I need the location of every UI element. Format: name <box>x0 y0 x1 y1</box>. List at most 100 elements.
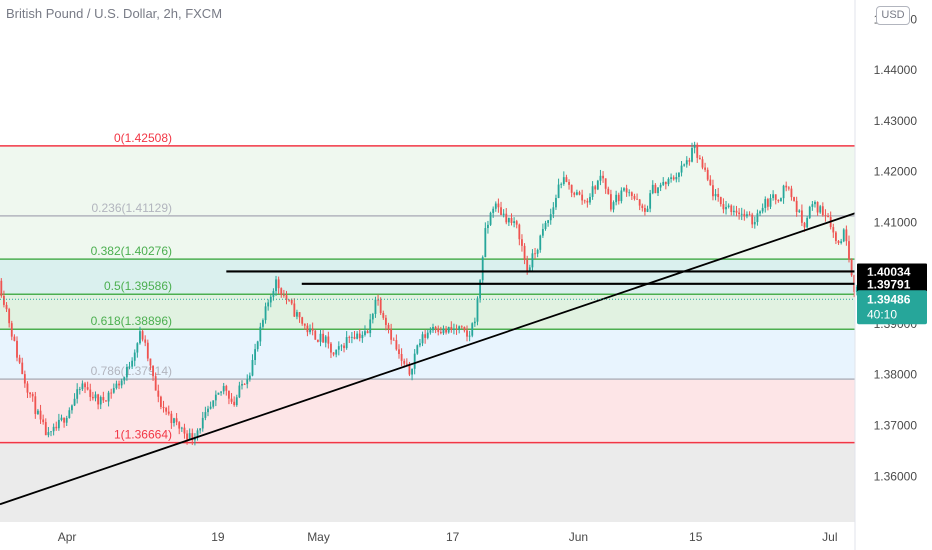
currency-button[interactable]: USD <box>876 6 910 25</box>
candle-body <box>505 213 508 223</box>
candle-body <box>678 172 680 178</box>
candle-body <box>586 200 589 203</box>
candle-body <box>55 426 58 429</box>
candle-body <box>10 323 13 337</box>
candle-body <box>827 216 829 218</box>
candle-body <box>704 167 707 170</box>
candle-body <box>555 197 557 208</box>
horizontal-line-price-tag <box>857 275 927 292</box>
candle-body <box>405 363 408 365</box>
candle-body <box>235 397 238 406</box>
candle-body <box>91 396 94 399</box>
candle-body <box>364 331 366 335</box>
candle-body <box>186 433 188 440</box>
candle-body <box>717 193 720 198</box>
candle-body <box>824 215 827 217</box>
candle-body <box>288 299 291 301</box>
countdown-text: 40:10 <box>867 307 897 321</box>
candle-body <box>654 184 657 194</box>
candle-body <box>680 165 683 173</box>
candle-body <box>0 280 3 296</box>
candle-body <box>837 240 840 244</box>
candle-body <box>57 419 60 429</box>
candle-body <box>617 194 620 202</box>
candle-body <box>544 222 547 230</box>
time-tick-label: Jun <box>569 530 588 544</box>
candle-body <box>541 229 544 236</box>
candle-body <box>808 206 811 218</box>
candle-body <box>798 210 801 212</box>
candle-body <box>547 220 550 223</box>
candle-body <box>159 396 162 407</box>
candle-body <box>764 199 767 208</box>
candle-body <box>222 386 225 392</box>
candle-body <box>458 326 461 330</box>
candle-body <box>102 397 105 401</box>
candle-body <box>523 245 526 260</box>
fib-label: 0(1.42508) <box>114 131 172 145</box>
candle-body <box>447 327 450 333</box>
candle-body <box>131 360 134 367</box>
candle-body <box>26 383 29 393</box>
candle-body <box>487 224 489 229</box>
candle-body <box>228 390 230 399</box>
candle-body <box>105 400 107 402</box>
candle-body <box>688 160 691 162</box>
candle-body <box>387 324 390 330</box>
candle-body <box>400 354 403 361</box>
candle-body <box>683 164 686 166</box>
candle-body <box>52 426 55 432</box>
candle-body <box>256 341 259 350</box>
price-tick-label: 1.41000 <box>874 215 918 229</box>
candle-body <box>309 328 311 333</box>
candle-body <box>641 205 644 208</box>
candle-body <box>123 377 126 381</box>
candle-body <box>34 396 37 414</box>
candle-body <box>60 417 63 420</box>
candle-body <box>311 328 314 331</box>
fib-zone <box>0 215 855 260</box>
candle-body <box>207 408 209 413</box>
candle-body <box>497 203 500 208</box>
candle-body <box>602 175 604 179</box>
candle-body <box>738 212 741 215</box>
candle-body <box>345 337 348 349</box>
trendline[interactable] <box>0 212 856 506</box>
candle-body <box>560 183 563 185</box>
horizontal-line-price-tag <box>857 263 927 280</box>
candle-body <box>450 327 453 330</box>
candle-body <box>350 336 353 338</box>
candle-body <box>526 259 529 271</box>
drawings[interactable] <box>0 212 856 506</box>
candle-body <box>513 221 516 223</box>
candle-body <box>727 205 730 208</box>
symbol-title[interactable]: British Pound / U.S. Dollar, 2h, FXCM <box>6 6 223 21</box>
fib-label: 0.382(1.40276) <box>91 244 172 258</box>
candle-body <box>578 192 581 195</box>
candle-body <box>502 213 505 215</box>
candle-body <box>170 413 173 424</box>
candle-body <box>327 336 330 344</box>
candle-body <box>468 335 471 337</box>
candle-body <box>37 410 39 414</box>
candle-body <box>94 394 97 399</box>
candle-body <box>214 394 217 401</box>
candle-body <box>398 349 400 355</box>
candle-body <box>855 286 858 292</box>
time-tick-label: 19 <box>211 530 225 544</box>
candle-body <box>607 188 610 195</box>
candle-body <box>348 337 351 338</box>
time-axis[interactable]: Apr 19 May 17 Jun 15 Jul <box>58 530 838 544</box>
candle-body <box>814 201 816 205</box>
candle-body <box>709 179 712 186</box>
candle-body <box>816 201 819 213</box>
candle-body <box>165 407 168 412</box>
candle-body <box>753 222 756 225</box>
candle-body <box>507 217 510 223</box>
candle-body <box>13 336 16 341</box>
candle-body <box>212 400 215 407</box>
candle-body <box>316 339 319 342</box>
candle-body <box>411 368 413 375</box>
candle-body <box>696 144 699 158</box>
